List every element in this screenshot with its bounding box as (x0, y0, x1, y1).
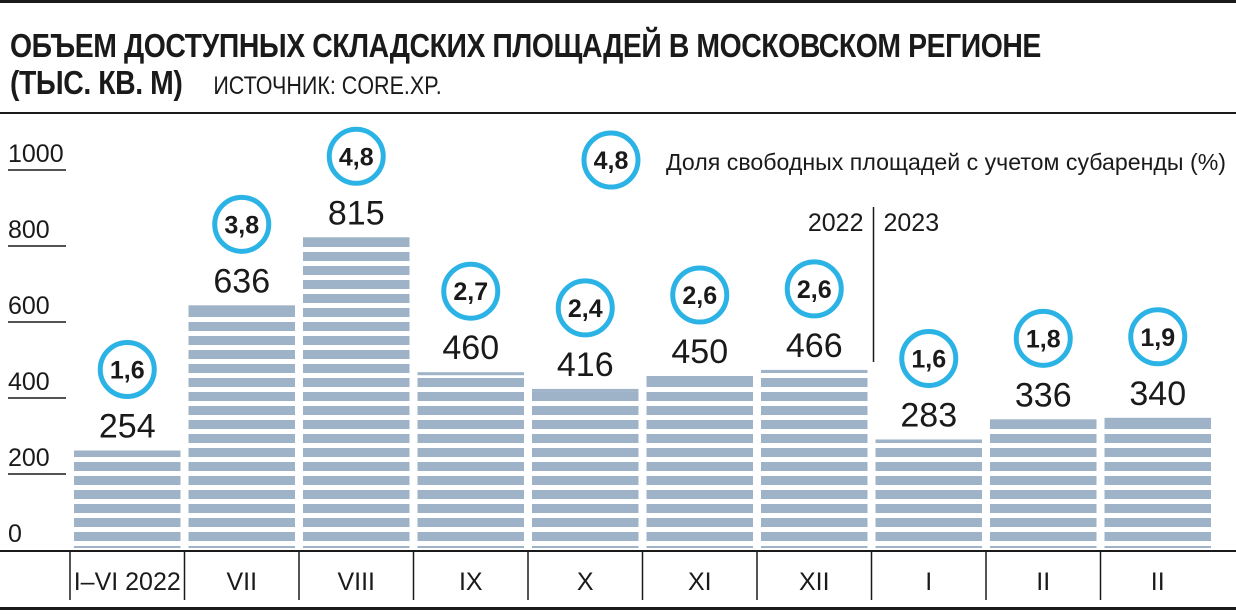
value-label: 450 (671, 333, 728, 371)
value-label: 636 (213, 262, 270, 300)
source-note: ИСТОЧНИК: CORE.XP. (213, 72, 442, 100)
vacancy-rate-label: 2,6 (797, 276, 832, 304)
y-axis: 0 200 400 600 800 1000 (8, 140, 66, 548)
top-rule (0, 0, 1236, 3)
vacancy-rate-circle (555, 278, 615, 338)
bar-cap (1104, 417, 1211, 421)
year-label-2023: 2023 (884, 209, 940, 237)
bar-cap (417, 372, 524, 376)
x-tick-label: XII (799, 568, 830, 596)
value-label: 466 (786, 327, 843, 365)
x-tick-label: X (577, 568, 594, 596)
bar-cap (875, 439, 982, 443)
vacancy-rate-circle (1013, 308, 1073, 368)
chart-title: ОБЪЕМ ДОСТУПНЫХ СКЛАДСКИХ ПЛОЩАДЕЙ В МОС… (10, 27, 1056, 105)
vacancy-rate-label: 1,9 (1140, 324, 1175, 352)
title-unit: (ТЫС. КВ. М) (10, 64, 183, 101)
bar-cap (188, 305, 295, 309)
bottom-rule (0, 607, 1236, 610)
vacancy-rate-label: 4,8 (339, 143, 374, 171)
value-label: 340 (1129, 375, 1186, 413)
bar-cap (532, 388, 639, 392)
vacancy-rate-circle (899, 328, 959, 388)
title-line-1: ОБЪЕМ ДОСТУПНЫХ СКЛАДСКИХ ПЛОЩАДЕЙ В МОС… (10, 27, 1041, 64)
bar (417, 373, 524, 548)
y-tick-label: 1000 (8, 140, 64, 168)
bar-cap (646, 376, 753, 379)
bar (532, 389, 639, 548)
y-tick-label: 800 (8, 216, 50, 244)
legend: 4,8 Доля свободных площадей с учетом суба… (581, 130, 1226, 190)
bar-cap (303, 237, 410, 241)
vacancy-rate-label: 2,7 (453, 278, 488, 306)
x-tick-label: IX (459, 568, 483, 596)
legend-badge-label: 4,8 (594, 147, 629, 175)
vacancy-rate-label: 1,8 (1026, 325, 1061, 353)
value-label: 283 (900, 396, 957, 434)
value-label: 336 (1015, 376, 1072, 414)
x-tick-label: I (925, 568, 932, 596)
y-tick-label: 0 (8, 520, 22, 548)
bar (303, 238, 410, 549)
x-axis: I–VI 2022 VII VIII IX X XI XII I II II (0, 550, 1236, 600)
x-tick-label: VIII (337, 568, 375, 596)
bar (1104, 418, 1211, 548)
vacancy-rate-label: 2,4 (568, 295, 603, 323)
x-tick-label: I–VI 2022 (74, 568, 181, 596)
y-tick-label: 200 (8, 444, 50, 472)
title-line-2: (ТЫС. КВ. М) ИСТОЧНИК: CORE.XP. (10, 64, 1056, 105)
vacancy-rate-label: 3,8 (224, 211, 259, 239)
x-tick-label: II (1151, 568, 1165, 596)
bar-cap (990, 419, 1097, 423)
bar (761, 370, 868, 548)
value-label: 815 (328, 194, 385, 232)
bar (875, 440, 982, 548)
legend-text: Доля свободных площадей с учетом субарен… (666, 149, 1226, 175)
vacancy-rate-circle (441, 261, 501, 321)
vacancy-rate-label: 1,6 (110, 356, 145, 384)
year-divider: 2022 2023 (808, 207, 939, 362)
x-tick-label: VII (226, 568, 257, 596)
vacancy-rate-circle (1128, 307, 1188, 367)
vacancy-rate-circle (326, 126, 386, 186)
bar (188, 306, 295, 548)
bar (646, 377, 753, 548)
bar (74, 451, 181, 548)
x-tick-label: XI (688, 568, 712, 596)
value-label: 460 (442, 329, 499, 367)
vacancy-rate-circle (784, 259, 844, 319)
vacancy-rate-label: 1,6 (911, 345, 946, 373)
year-label-2022: 2022 (808, 209, 864, 237)
bar-cap (74, 450, 181, 454)
y-tick-label: 600 (8, 292, 50, 320)
vacancy-rate-circle (212, 194, 272, 254)
header-divider (0, 112, 1236, 114)
bar (990, 420, 1097, 548)
value-label: 254 (99, 407, 156, 445)
y-tick-label: 400 (8, 368, 50, 396)
legend-circle (581, 130, 641, 190)
vacancy-rate-label: 2,6 (682, 282, 717, 310)
vacancy-rate-circle (670, 265, 730, 325)
x-tick-label: II (1036, 568, 1050, 596)
vacancy-rate-circle (97, 339, 157, 399)
value-label: 416 (557, 346, 614, 384)
bar-cap (761, 369, 868, 373)
